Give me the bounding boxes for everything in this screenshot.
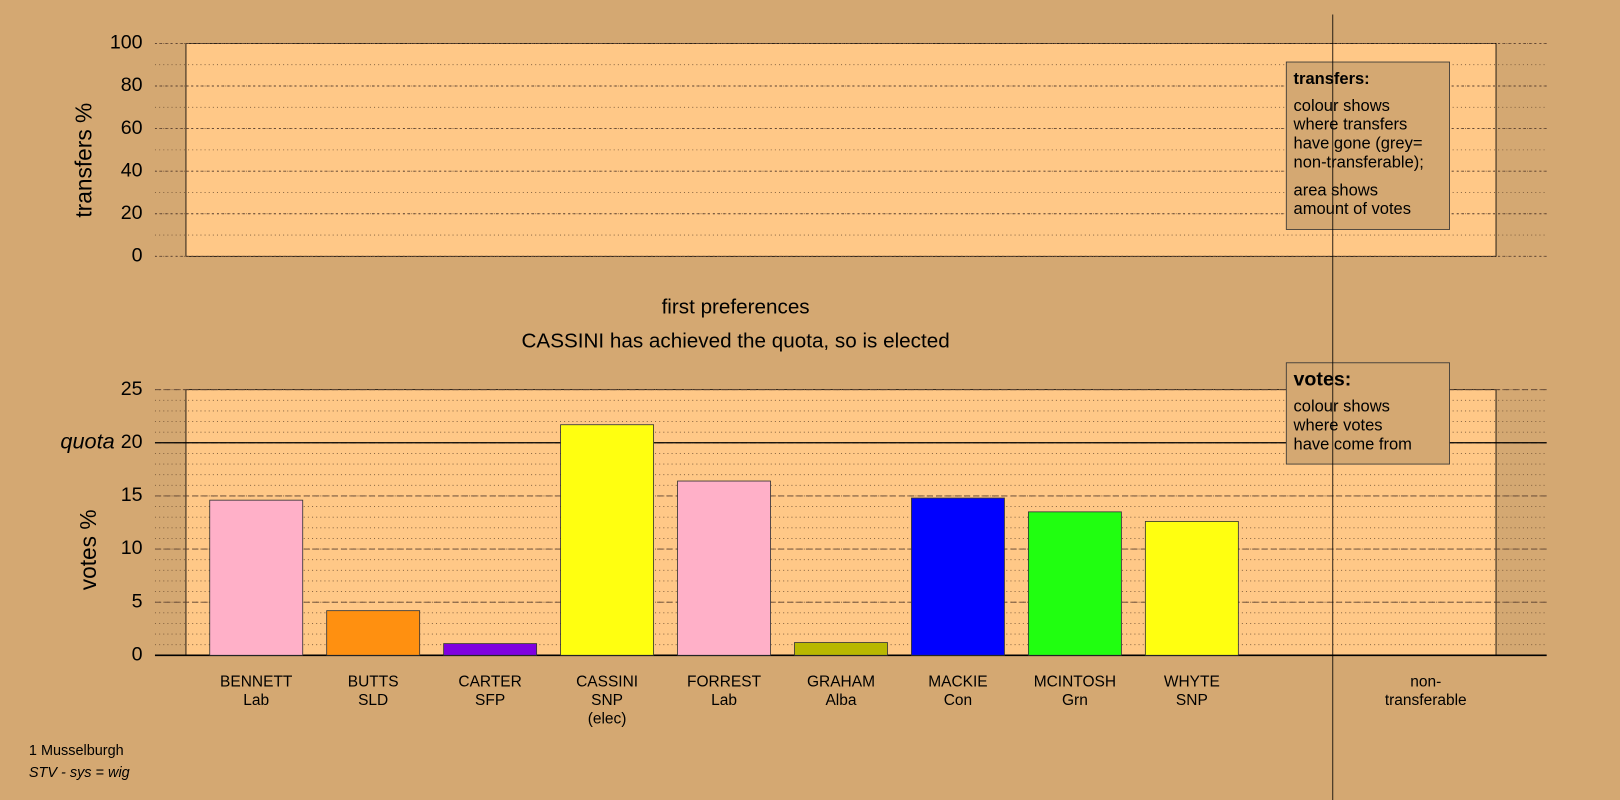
bar (560, 424, 654, 656)
quota-label: quota (60, 429, 114, 454)
x-tick-label: MACKIE (928, 673, 987, 690)
chart-subtitle: CASSINI has achieved the quota, so is el… (522, 330, 950, 353)
y-tick-label: 20 (121, 202, 143, 224)
y-axis-label: transfers % (71, 103, 97, 218)
y-tick-label: 40 (121, 159, 143, 181)
bar (1144, 521, 1239, 656)
legend-text: where transfers (1293, 115, 1408, 134)
x-tick-label: SNP (1176, 692, 1208, 709)
legend-title: votes: (1294, 369, 1352, 391)
legend-text: area shows (1294, 180, 1378, 199)
y-tick-label: 60 (121, 117, 143, 139)
legend-box (1285, 61, 1450, 230)
legend-text: colour shows (1294, 96, 1390, 115)
x-tick-label: Con (944, 692, 972, 709)
bar (911, 497, 1005, 656)
x-tick-label: Grn (1062, 692, 1088, 709)
y-tick-label: 10 (121, 537, 143, 559)
x-tick-label: Lab (711, 692, 737, 709)
bar (443, 643, 538, 656)
y-axis-label: votes % (75, 509, 101, 590)
bar (1027, 511, 1122, 656)
x-tick-label: BUTTS (348, 673, 399, 690)
legend-text: have come from (1294, 434, 1412, 453)
x-tick-label: MCINTOSH (1034, 673, 1116, 690)
x-tick-label: (elec) (588, 710, 627, 727)
y-tick-label: 100 (110, 32, 143, 54)
x-tick-label: FORREST (687, 673, 762, 690)
x-tick-label: CARTER (458, 673, 521, 690)
y-tick-label: 5 (132, 590, 143, 612)
bar (677, 480, 771, 656)
legend-text: amount of votes (1294, 199, 1411, 218)
x-tick-label: GRAHAM (807, 673, 875, 690)
footer-text: STV - sys = wig (29, 765, 130, 781)
x-tick-label: SNP (591, 692, 623, 709)
y-tick-label: 80 (121, 74, 143, 96)
y-tick-label: 20 (121, 431, 143, 453)
legend-text: have gone (grey= (1294, 134, 1423, 153)
x-tick-label: BENNETT (220, 673, 293, 690)
y-tick-label: 0 (132, 245, 143, 267)
x-tick-label: non- (1410, 673, 1441, 690)
legend-text: colour shows (1294, 397, 1390, 416)
legend-title: transfers: (1294, 69, 1370, 88)
x-tick-label: Alba (825, 692, 856, 709)
bar (794, 642, 888, 656)
x-tick-label: transferable (1385, 692, 1467, 709)
x-tick-label: Lab (243, 692, 269, 709)
x-tick-label: SFP (475, 692, 505, 709)
bar (209, 499, 304, 656)
footer-text: 1 Musselburgh (29, 743, 124, 759)
chart-title: first preferences (662, 295, 810, 318)
y-tick-label: 25 (121, 378, 143, 400)
x-tick-label: SLD (358, 692, 388, 709)
y-tick-label: 15 (121, 484, 143, 506)
legend-box (1285, 362, 1450, 465)
x-tick-label: CASSINI (576, 673, 638, 690)
y-tick-label: 0 (132, 643, 143, 665)
legend-text: where votes (1293, 416, 1383, 435)
x-tick-label: WHYTE (1164, 673, 1220, 690)
legend-text: non-transferable); (1294, 153, 1424, 172)
bar (326, 610, 421, 656)
